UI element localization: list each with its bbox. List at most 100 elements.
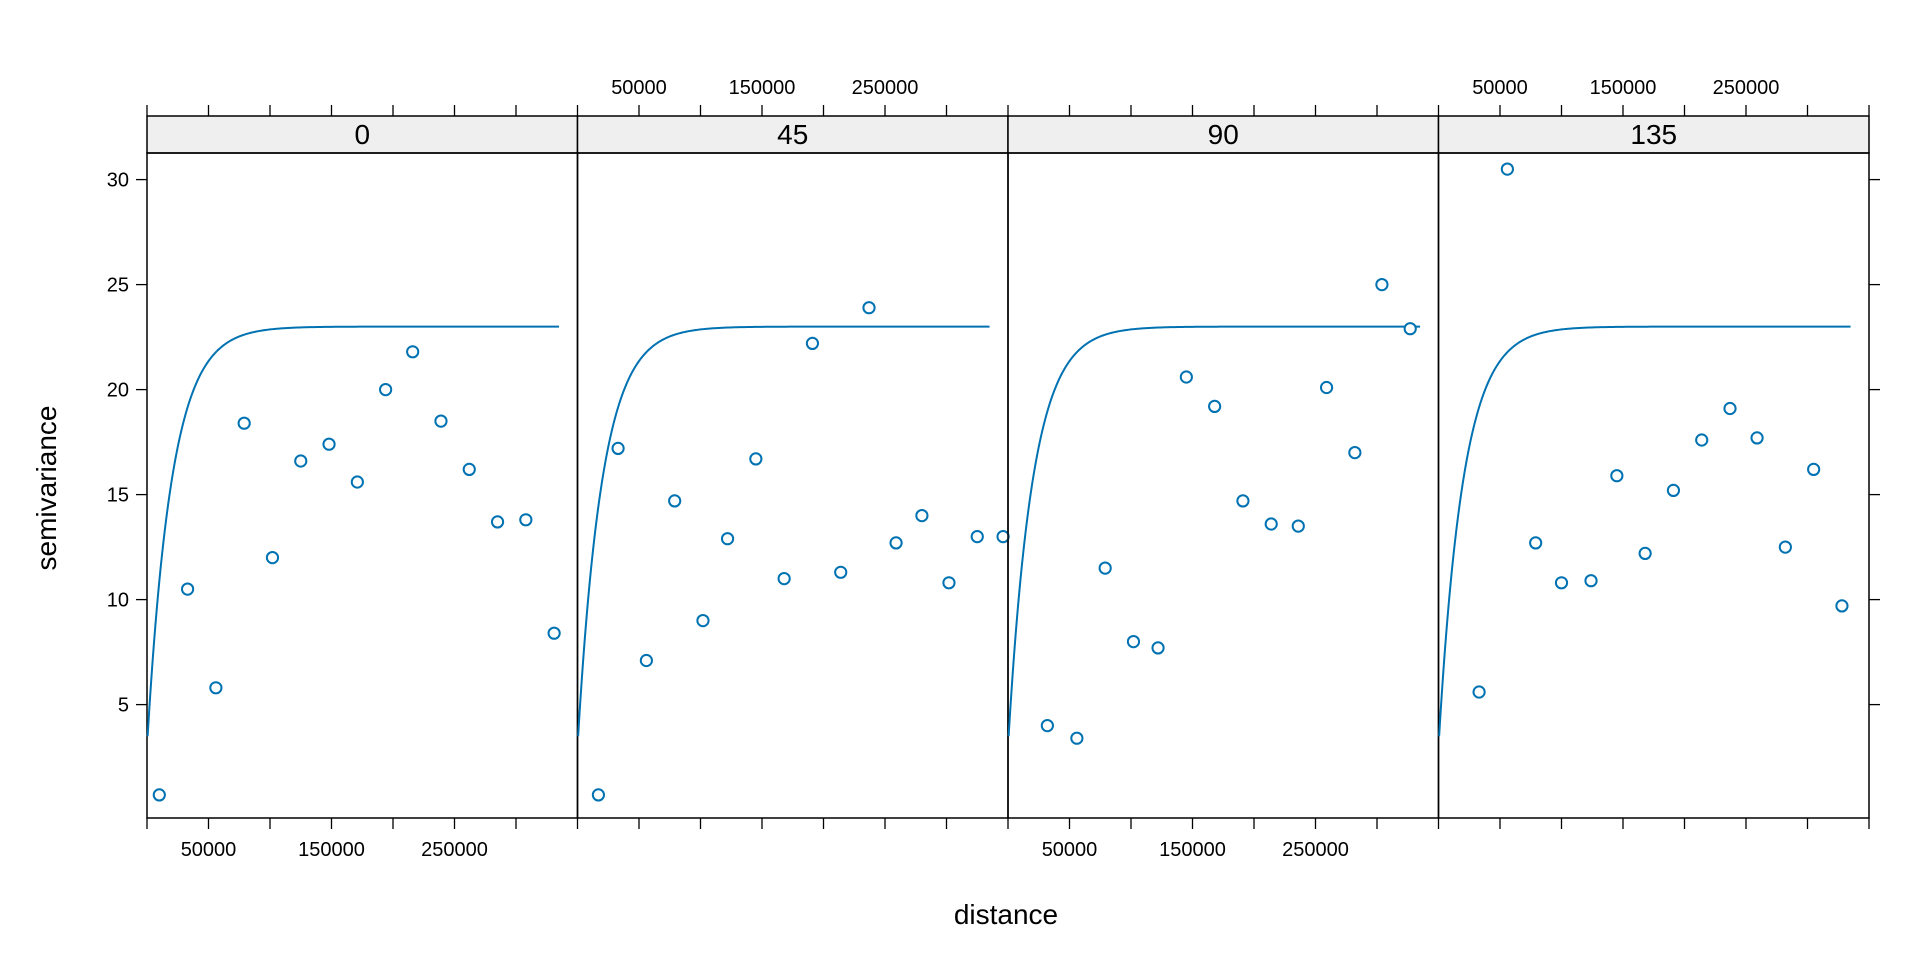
strip-label-45: 45 <box>777 119 808 150</box>
data-point <box>180 582 195 596</box>
x-tick-label: 150000 <box>298 839 365 861</box>
x-tick-label: 250000 <box>852 77 919 99</box>
data-point <box>265 551 280 565</box>
panel-frame <box>1007 152 1440 819</box>
fitted-variogram-line <box>1007 325 1421 737</box>
data-point <box>1179 370 1193 384</box>
data-point <box>1638 546 1652 561</box>
panel-90: 90 50000 150000 250000 <box>1007 105 1440 861</box>
data-point <box>611 441 625 455</box>
data-point <box>322 437 336 451</box>
x-tick-label: 250000 <box>1282 839 1349 861</box>
strip-0 <box>146 115 579 154</box>
strip-45 <box>576 115 1009 154</box>
data-point <box>434 414 448 428</box>
data-point <box>237 416 251 430</box>
panel-frame <box>1437 152 1870 819</box>
y-tick-label: 15 <box>107 485 129 507</box>
data-point <box>1666 483 1681 497</box>
data-point <box>996 530 1010 544</box>
data-point <box>1529 536 1543 550</box>
data-point <box>1403 322 1417 336</box>
data-point <box>490 515 505 529</box>
data-point <box>1835 599 1849 613</box>
data-point <box>1375 278 1389 292</box>
strip-135 <box>1437 115 1870 154</box>
y-axis-title: semivariance <box>31 406 62 571</box>
data-point <box>915 508 929 523</box>
panel-45: 45 50000 150000 250000 <box>576 77 1010 829</box>
data-point <box>1319 380 1334 395</box>
data-point <box>1348 446 1362 460</box>
data-point <box>1472 685 1486 699</box>
data-point <box>1723 401 1737 416</box>
strip-label-135: 135 <box>1630 119 1677 150</box>
data-point <box>777 572 791 586</box>
data-point <box>942 576 956 590</box>
data-point <box>462 462 476 476</box>
fitted-variogram-line <box>577 325 990 737</box>
data-point <box>1151 641 1165 655</box>
data-point <box>294 454 308 468</box>
x-tick-label: 250000 <box>421 839 488 861</box>
y-tick-label: 20 <box>107 380 129 402</box>
data-point <box>720 532 735 546</box>
data-point <box>1778 540 1792 554</box>
data-point <box>805 336 820 350</box>
data-point <box>1040 719 1054 733</box>
data-point <box>1291 519 1305 533</box>
strip-90 <box>1007 115 1440 154</box>
x-tick-label: 150000 <box>1159 839 1226 861</box>
data-point <box>696 614 710 628</box>
data-point <box>379 383 393 397</box>
x-axis-title: distance <box>954 899 1058 930</box>
x-tick-label: 50000 <box>181 839 237 861</box>
data-point <box>1070 731 1084 745</box>
data-point <box>1264 517 1278 531</box>
panel-135: 135 50000 150000 250000 <box>1437 77 1870 829</box>
x-tick-label: 50000 <box>1472 77 1528 99</box>
y-tick-label: 25 <box>107 275 129 297</box>
data-point <box>1098 561 1112 575</box>
data-point <box>519 513 533 527</box>
data-point <box>1610 469 1624 483</box>
data-point <box>547 626 561 640</box>
fitted-variogram-line <box>146 325 560 737</box>
panel-frame <box>576 152 1009 819</box>
data-point <box>834 565 848 579</box>
data-point <box>889 536 903 550</box>
x-tick-label: 250000 <box>1713 77 1780 99</box>
data-point <box>591 788 606 802</box>
data-point <box>639 653 653 668</box>
panel-0: 0 50000 150000 250000 <box>146 105 579 861</box>
data-point <box>1807 462 1821 476</box>
x-tick-label: 50000 <box>611 77 667 99</box>
data-point <box>970 530 984 544</box>
data-point <box>1584 574 1598 588</box>
data-point <box>209 681 223 695</box>
data-point <box>1750 431 1764 445</box>
strip-label-0: 0 <box>354 119 370 150</box>
fitted-variogram-line <box>1438 325 1851 737</box>
strip-label-90: 90 <box>1208 119 1239 150</box>
y-tick-label: 10 <box>107 590 129 612</box>
x-tick-label: 150000 <box>1590 77 1657 99</box>
x-tick-label: 50000 <box>1042 839 1098 861</box>
y-tick-label: 5 <box>118 695 129 717</box>
data-point <box>1500 162 1514 176</box>
data-point <box>862 301 876 315</box>
data-point <box>350 475 364 489</box>
y-tick-label: 30 <box>107 170 129 192</box>
data-point <box>152 788 166 802</box>
panels: 0 50000 150000 250000 45 50000 150000 250000 90 5… <box>107 77 1880 861</box>
data-point <box>406 345 420 359</box>
data-point <box>1695 433 1709 447</box>
data-point <box>749 452 763 466</box>
data-point <box>1236 494 1250 508</box>
data-point <box>1126 635 1141 649</box>
data-point <box>668 494 682 508</box>
data-point <box>1554 576 1569 590</box>
x-tick-label: 150000 <box>729 77 796 99</box>
data-point <box>1208 399 1222 413</box>
